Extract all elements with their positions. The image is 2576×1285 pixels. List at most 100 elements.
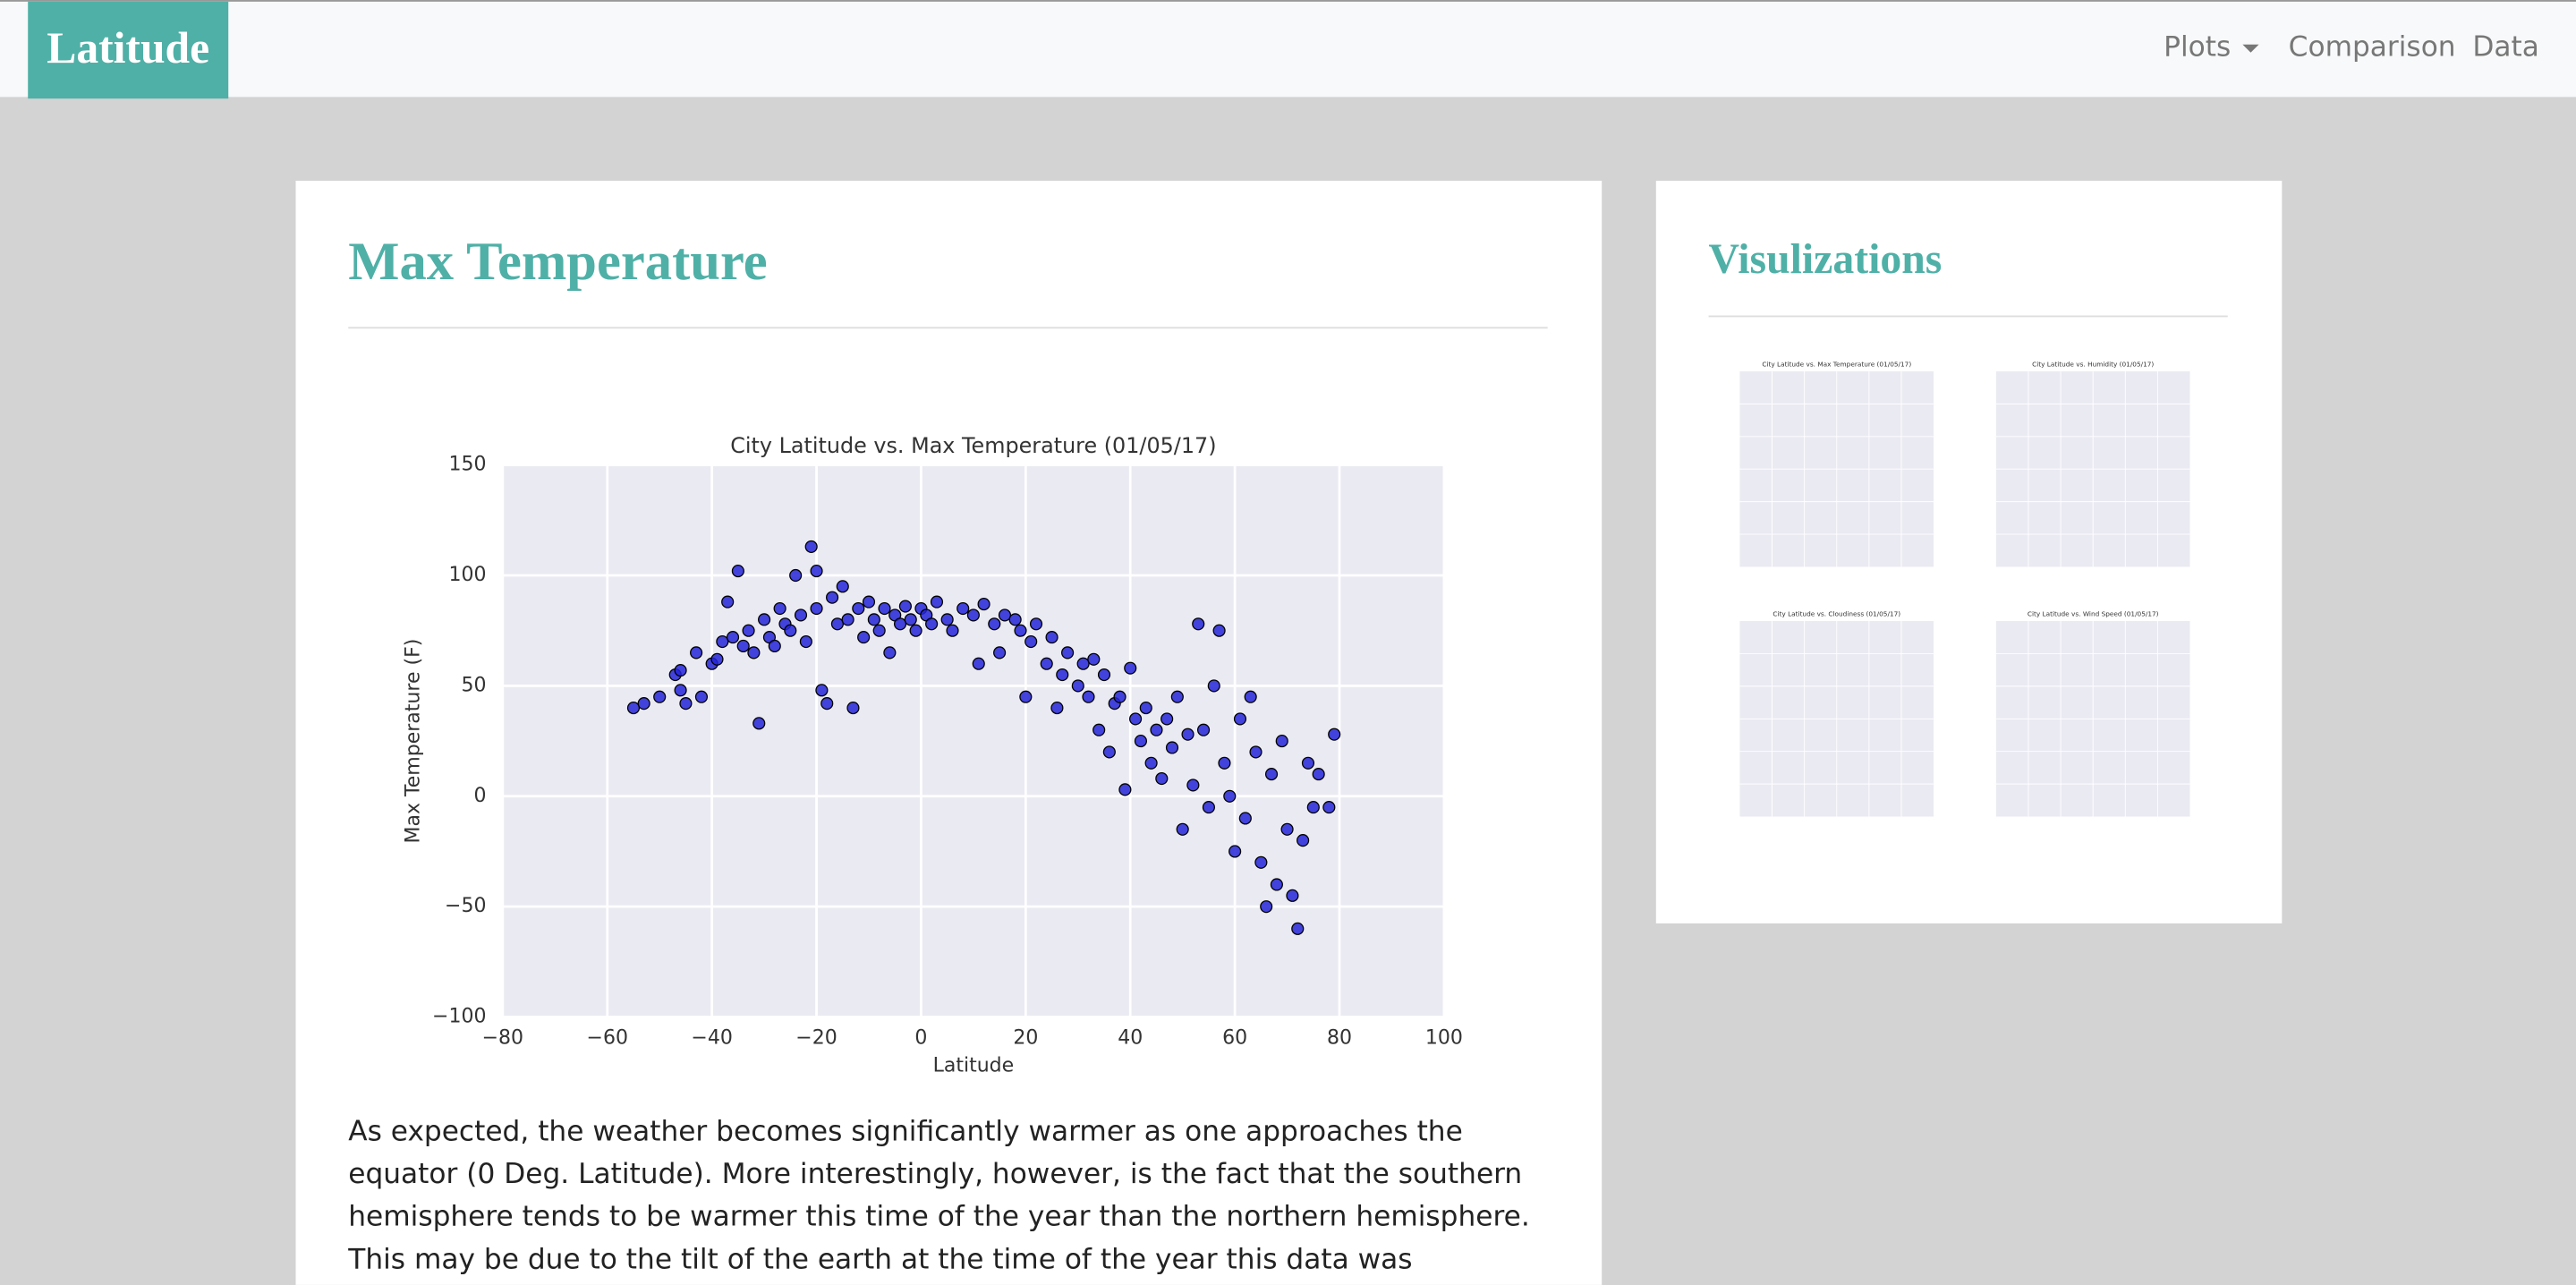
point — [1024, 634, 1038, 649]
caret — [2242, 44, 2259, 53]
point — [1218, 756, 1231, 770]
description: As expected, the weather becomes signifi… — [348, 1115, 1530, 1277]
point — [810, 601, 823, 616]
point — [789, 568, 803, 583]
point — [1238, 812, 1252, 825]
point — [716, 634, 729, 649]
x-tick-label: −40 — [691, 1026, 732, 1049]
x-tick-label: −80 — [482, 1026, 523, 1049]
brand[interactable]: Latitude — [28, 1, 229, 99]
point — [679, 697, 693, 711]
point — [1291, 922, 1305, 935]
point — [883, 646, 897, 660]
point — [1228, 845, 1242, 858]
point — [1165, 741, 1179, 754]
chart: −80 −60 −40 −20 0 20 40 60 80 100 −100 −50 0 50 100 150… — [403, 433, 1463, 1077]
point — [1223, 789, 1237, 803]
point — [1212, 624, 1226, 637]
point — [1092, 723, 1106, 736]
x-axis-label: Latitude — [933, 1055, 1015, 1077]
point — [1155, 771, 1169, 786]
thumbnail-title: City Latitude vs. Humidity (01/05/17) — [2032, 361, 2154, 369]
point — [993, 646, 1007, 660]
point — [1181, 728, 1194, 741]
point — [626, 701, 641, 715]
point — [1207, 679, 1220, 693]
point — [1082, 690, 1095, 703]
point — [694, 690, 709, 703]
nav-comparison[interactable]: Comparison — [2288, 30, 2456, 64]
point — [946, 624, 959, 637]
point — [1264, 768, 1279, 781]
point — [1118, 783, 1132, 796]
thumbnails[interactable]: City Latitude vs. Max Temperature (01/05… — [1709, 345, 2228, 855]
point — [977, 598, 990, 611]
x-tick-label: 100 — [1425, 1026, 1463, 1049]
point — [799, 634, 812, 649]
point — [1192, 617, 1205, 631]
nav-plots[interactable]: Plots — [2164, 30, 2232, 64]
point — [1014, 624, 1027, 637]
point — [1275, 735, 1288, 748]
point — [731, 564, 744, 578]
point — [909, 624, 922, 637]
point — [742, 624, 755, 637]
x-tick-label: 0 — [914, 1026, 927, 1049]
point — [1061, 646, 1075, 660]
point — [1244, 690, 1257, 703]
divider — [348, 327, 1548, 329]
chart-title: City Latitude vs. Max Temperature (01/05… — [730, 433, 1216, 458]
point — [1040, 657, 1053, 670]
y-tick-label: 150 — [448, 454, 486, 476]
thumbnail-title: City Latitude vs. Cloudiness (01/05/17) — [1773, 610, 1900, 618]
point — [768, 639, 781, 653]
point — [1008, 613, 1022, 626]
point — [1328, 728, 1341, 741]
nav-data[interactable]: Data — [2472, 30, 2539, 64]
point — [1202, 801, 1215, 814]
point — [1233, 712, 1247, 726]
point — [1097, 668, 1111, 682]
point — [1312, 768, 1325, 781]
point — [674, 664, 687, 677]
x-tick-label: 80 — [1327, 1026, 1352, 1049]
point — [721, 595, 735, 608]
point — [872, 624, 886, 637]
point — [940, 613, 954, 626]
point — [1270, 878, 1283, 891]
point — [1056, 668, 1069, 682]
point — [747, 646, 761, 660]
point — [878, 601, 891, 616]
point — [1254, 855, 1268, 869]
point — [988, 617, 1001, 631]
point — [1076, 657, 1090, 670]
y-tick-label: 100 — [448, 564, 486, 586]
point — [758, 613, 771, 626]
thumbnail-title: City Latitude vs. Max Temperature (01/05… — [1762, 361, 1911, 369]
point — [852, 601, 865, 616]
x-tick-label: 20 — [1013, 1026, 1038, 1049]
point — [1050, 701, 1064, 715]
point — [966, 608, 980, 622]
x-tick-label: 40 — [1118, 1026, 1143, 1049]
point — [1124, 661, 1137, 675]
y-tick-label: −100 — [432, 1006, 486, 1028]
point — [674, 684, 687, 697]
point — [1029, 617, 1043, 631]
point — [773, 601, 786, 616]
y-axis-label: Max Temperature (F) — [403, 639, 425, 844]
plot-area — [502, 464, 1444, 1017]
y-tick-label: −50 — [445, 895, 486, 917]
point — [956, 601, 970, 616]
point — [830, 617, 844, 631]
point — [1102, 745, 1116, 759]
point — [726, 631, 740, 644]
point — [690, 646, 703, 660]
point — [1087, 652, 1101, 666]
point — [998, 608, 1012, 622]
point — [904, 613, 917, 626]
point — [1306, 801, 1320, 814]
point — [794, 608, 808, 622]
point — [810, 564, 823, 578]
